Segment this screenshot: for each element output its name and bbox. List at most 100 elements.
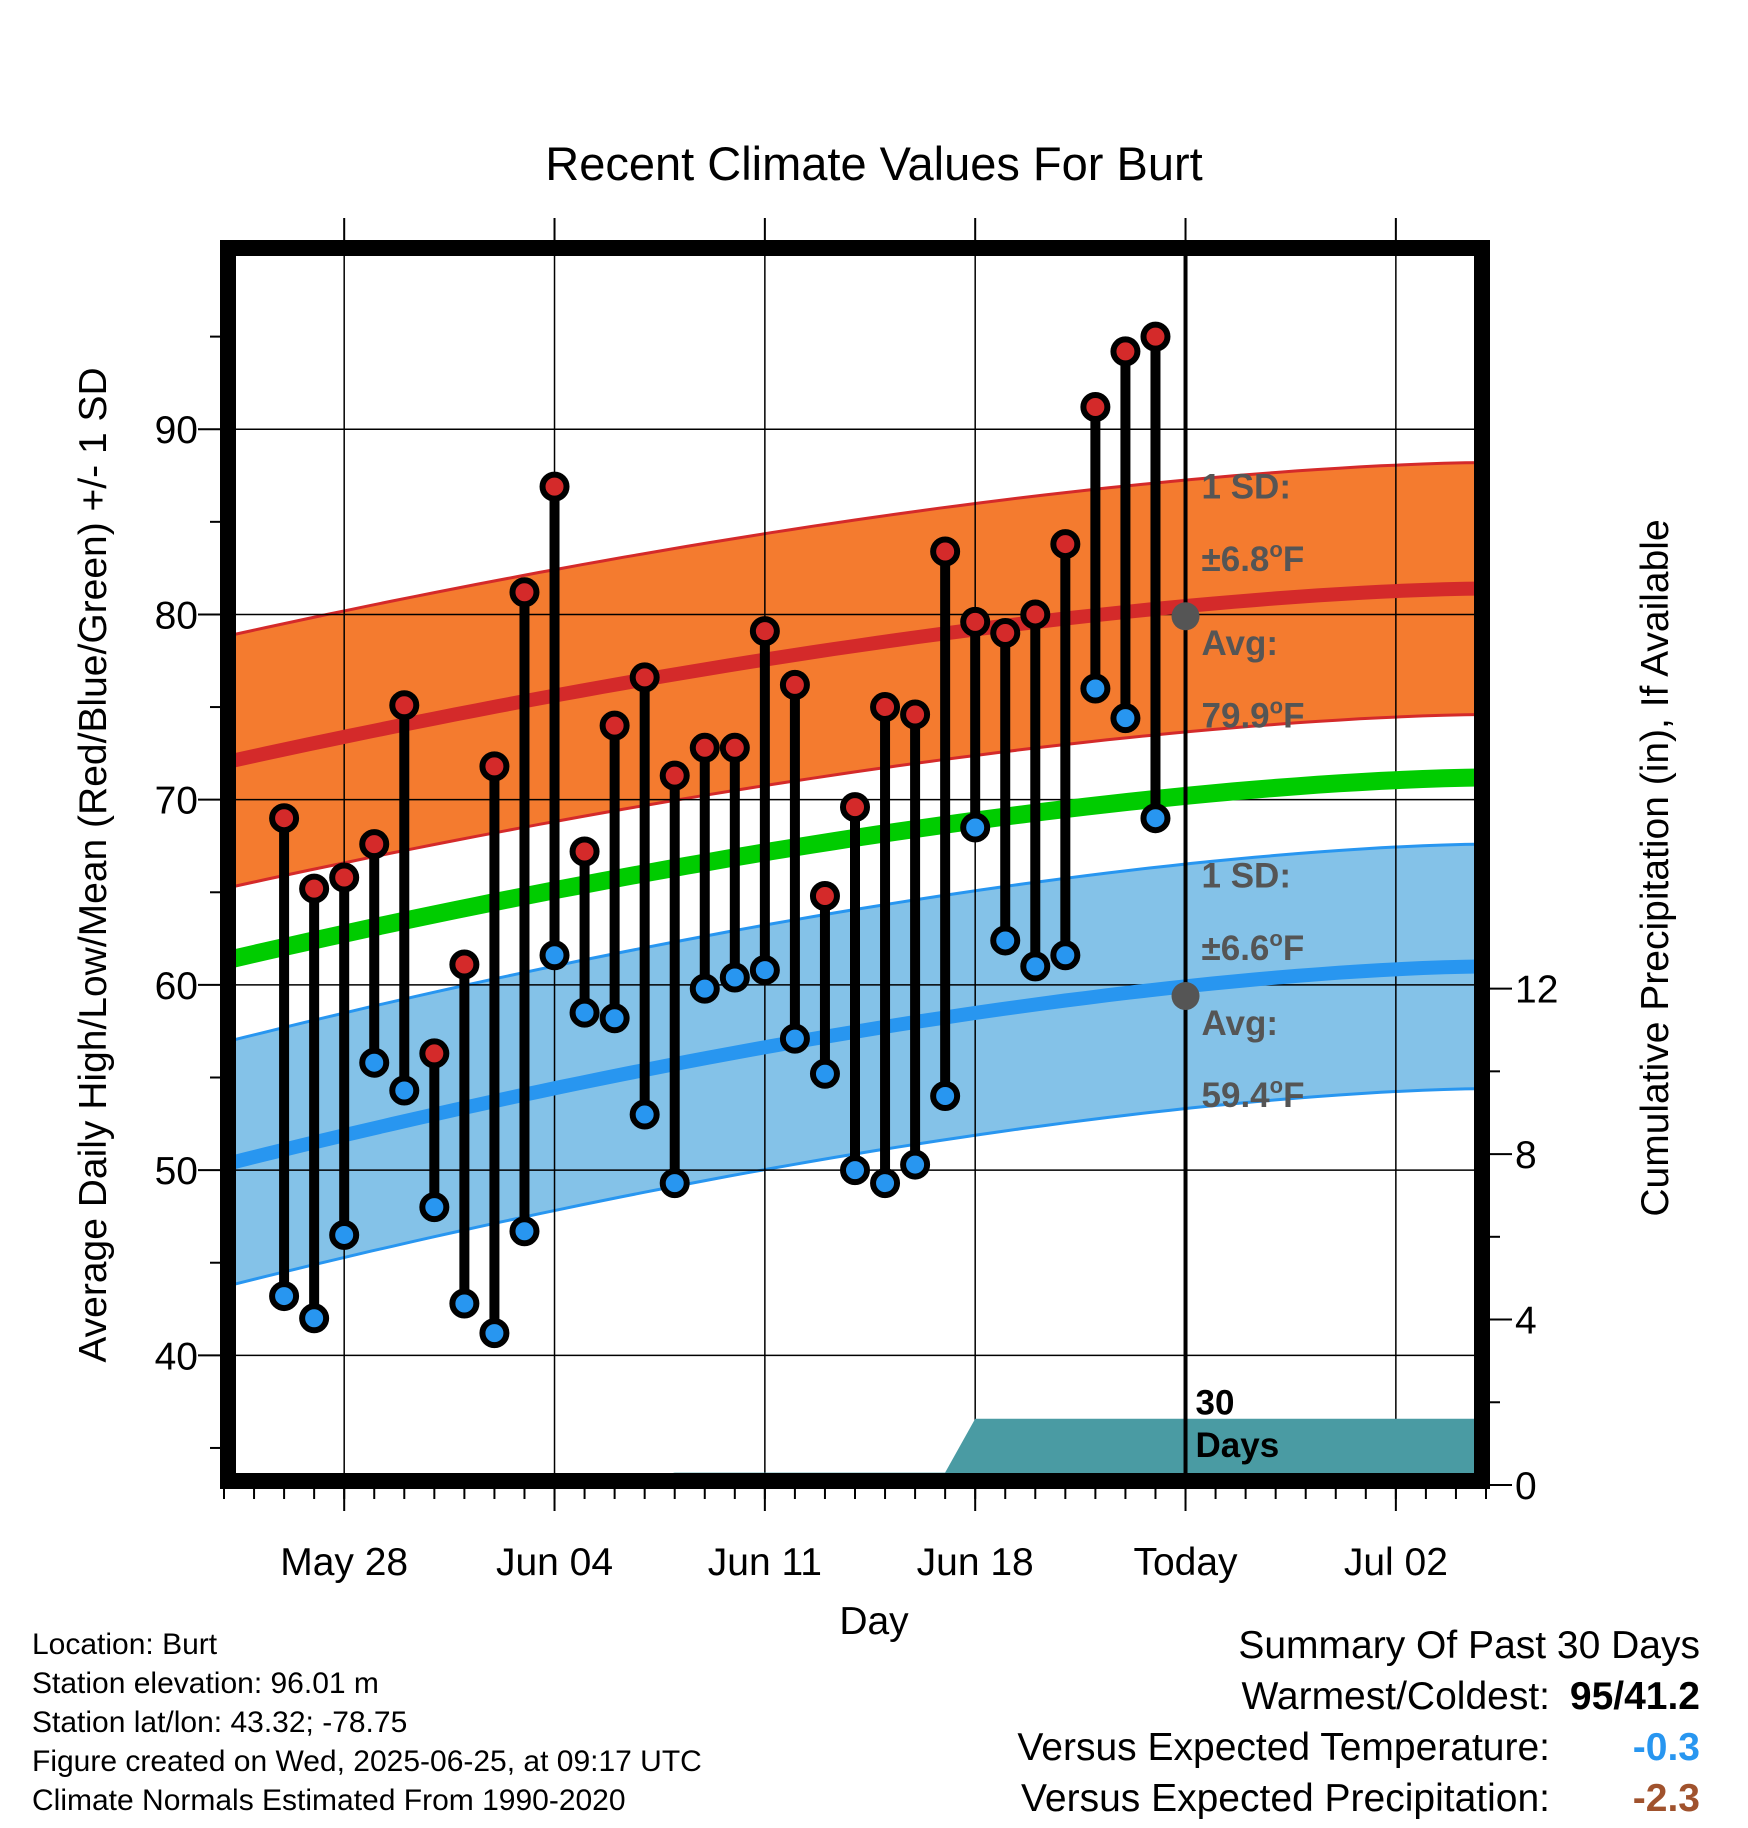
low-temp-point: [809, 1058, 840, 1089]
low-temp-point: [629, 1099, 660, 1130]
chart-title: Recent Climate Values For Burt: [545, 137, 1202, 190]
low-temp-point: [509, 1216, 540, 1247]
y-axis-label: Average Daily High/Low/Mean (Red/Blue/Gr…: [72, 367, 115, 1362]
x-tick-label: Today: [1133, 1541, 1238, 1584]
y-tick-label: 40: [155, 1335, 198, 1378]
warm-cold-value: 95/41.2: [1569, 1675, 1700, 1718]
high-normal-line: [222, 581, 1487, 770]
plot-frame: [220, 240, 1490, 1489]
low-temp-point: [840, 1155, 870, 1186]
low-avg-marker: [1171, 982, 1200, 1011]
summary-precip: Versus Expected Precipitation: -2.3: [1017, 1773, 1700, 1824]
low-temp-point: [359, 1047, 390, 1078]
high-temp-point: [599, 710, 630, 741]
high-temp-point: [809, 880, 840, 911]
low-temp-point: [659, 1168, 690, 1199]
high-temp-point: [990, 617, 1021, 648]
high-temp-point: [479, 751, 510, 782]
low-temp-point: [1050, 940, 1081, 971]
low-temp-point: [569, 997, 600, 1028]
high-temp-point: [329, 862, 360, 893]
y2-axis-label: Cumulative Precipitation (in), If Availa…: [1634, 519, 1677, 1216]
x-tick-label: Jun 18: [917, 1541, 1034, 1584]
high-temp-point: [689, 732, 720, 763]
low-temp-point: [329, 1219, 360, 1250]
high-avg-label: Avg:: [1202, 624, 1278, 663]
low-temp-point: [990, 925, 1021, 956]
high-temp-point: [1140, 321, 1171, 352]
low-temp-point: [1080, 673, 1111, 704]
high-temp-point: [749, 616, 780, 647]
low-temp-point: [269, 1281, 300, 1312]
warm-cold-label: Warmest/Coldest:: [1241, 1675, 1550, 1718]
low-temp-point: [930, 1081, 961, 1112]
low-temp-point: [299, 1303, 330, 1334]
summary-panel: Summary Of Past 30 Days Warmest/Coldest:…: [1017, 1620, 1700, 1824]
high-temp-point: [569, 836, 600, 867]
high-temp-point: [269, 803, 300, 834]
temp-label: Versus Expected Temperature:: [1017, 1726, 1550, 1769]
low-temp-point: [479, 1318, 510, 1349]
high-temp-point: [389, 690, 420, 721]
high-temp-point: [900, 699, 931, 730]
high-temp-point: [1050, 529, 1081, 560]
x-axis-label: Day: [839, 1600, 909, 1643]
info-normals: Climate Normals Estimated From 1990-2020: [32, 1784, 626, 1817]
low-avg-label: Avg:: [1202, 1004, 1278, 1043]
high-sd-band-upper-edge: [223, 461, 1487, 639]
y2-tick-label: 4: [1515, 1300, 1537, 1343]
low-temp-point: [870, 1168, 901, 1199]
high-sd-label: 1 SD:: [1202, 468, 1291, 507]
high-temp-point: [299, 873, 330, 904]
high-sd-band: [224, 462, 1486, 889]
y-tick-label: 80: [155, 594, 198, 637]
high-temp-point: [840, 792, 870, 823]
high-temp-point: [659, 760, 690, 791]
high-temp-point: [629, 662, 660, 693]
high-temp-point: [449, 949, 480, 980]
high-temp-point: [1080, 391, 1111, 422]
high-temp-point: [870, 692, 901, 723]
station-info: Location: Burt Station elevation: 96.01 …: [32, 1625, 702, 1820]
high-temp-point: [960, 606, 991, 637]
days-label-number: 30: [1196, 1384, 1235, 1423]
y-tick-label: 60: [155, 965, 198, 1008]
low-temp-point: [900, 1149, 931, 1180]
precip-value: -2.3: [1632, 1777, 1700, 1820]
high-temp-point: [359, 829, 390, 860]
low-temp-point: [719, 962, 750, 993]
info-created: Figure created on Wed, 2025-06-25, at 09…: [32, 1745, 702, 1778]
y-tick-label: 70: [155, 780, 198, 823]
x-tick-label: Jun 04: [496, 1541, 613, 1584]
x-tick-label: Jul 02: [1344, 1541, 1448, 1584]
low-avg-value: 59.4oF: [1202, 1073, 1305, 1115]
precip-label: Versus Expected Precipitation:: [1021, 1777, 1550, 1820]
high-temp-point: [509, 577, 540, 608]
low-temp-point: [1140, 803, 1171, 834]
info-elevation: Station elevation: 96.01 m: [32, 1667, 379, 1700]
low-temp-point: [779, 1023, 810, 1054]
days-label-text: Days: [1196, 1426, 1280, 1465]
info-latlon: Station lat/lon: 43.32; -78.75: [32, 1706, 408, 1739]
y-tick-label: 90: [155, 409, 198, 452]
high-avg-value: 79.9oF: [1202, 693, 1305, 735]
y2-tick-label: 8: [1515, 1134, 1537, 1177]
high-temp-point: [930, 536, 961, 567]
summary-temp: Versus Expected Temperature: -0.3: [1017, 1722, 1700, 1773]
low-temp-point: [960, 812, 991, 843]
high-temp-point: [779, 669, 810, 700]
high-temp-point: [1020, 599, 1051, 630]
low-sd-value: ±6.6oF: [1202, 926, 1305, 968]
high-temp-point: [719, 732, 750, 763]
low-temp-point: [749, 955, 780, 986]
precipitation-area: [644, 1418, 1486, 1485]
high-avg-marker: [1171, 602, 1200, 631]
low-temp-point: [689, 973, 720, 1004]
info-location: Location: Burt: [32, 1628, 218, 1661]
y2-tick-label: 12: [1515, 969, 1558, 1012]
y2-tick-label: 0: [1515, 1465, 1537, 1508]
high-temp-point: [1110, 336, 1141, 367]
x-tick-label: Jun 11: [708, 1541, 822, 1584]
high-temp-point: [539, 471, 570, 502]
